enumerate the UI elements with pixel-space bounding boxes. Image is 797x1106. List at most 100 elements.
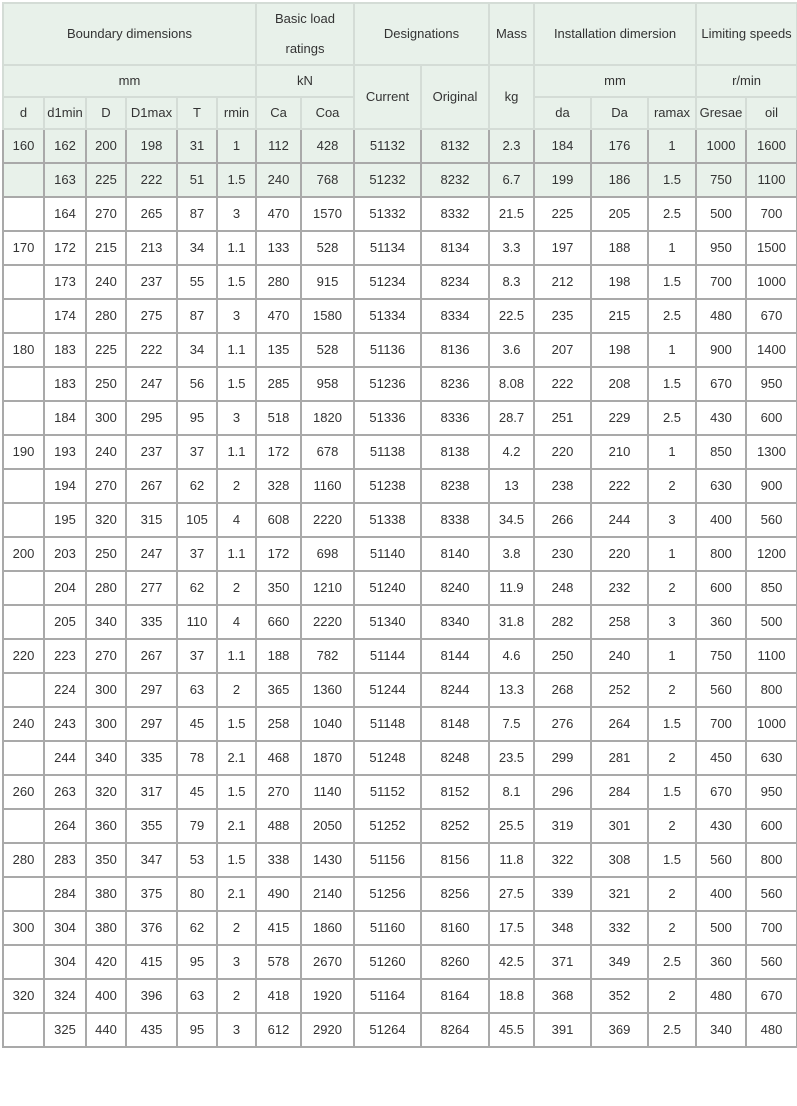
table-cell: 183 [43,366,87,402]
table-cell: 270 [85,468,127,504]
table-cell: 243 [43,706,87,742]
table-cell: 1140 [300,774,355,810]
table-cell: 1.5 [216,706,257,742]
table-cell: 51340 [353,604,422,640]
table-cell: 2 [647,672,697,708]
table-cell: 415 [255,910,302,946]
table-cell: 360 [695,604,747,640]
table-row: 184 300 295 95 3 518 1820 51336 8336 28.7 251 229 2.… [2,400,797,436]
table-cell: 51238 [353,468,422,504]
table-cell: 235 [533,298,592,334]
table-cell: 328 [255,468,302,504]
table-cell: 34 [176,332,218,368]
table-cell: 37 [176,638,218,674]
table-cell: 430 [695,400,747,436]
table-cell: 8248 [420,740,490,776]
table-cell: 13.3 [488,672,535,708]
table-cell: 51244 [353,672,422,708]
table-cell: 2 [647,978,697,1014]
unit-mass: kg [488,64,535,130]
table-cell [2,468,45,504]
table-cell: 3 [216,196,257,232]
table-cell: 194 [43,468,87,504]
table-cell: 300 [85,706,127,742]
table-cell: 51248 [353,740,422,776]
table-cell: 87 [176,196,218,232]
table-cell: 207 [533,332,592,368]
table-cell: 782 [300,638,355,674]
col-da: da [533,96,592,130]
table-cell: 420 [85,944,127,980]
table-cell: 2 [647,570,697,606]
table-cell: 267 [125,638,178,674]
table-cell: 8.08 [488,366,535,402]
table-cell: 7.5 [488,706,535,742]
table-cell: 3.3 [488,230,535,266]
table-cell: 204 [43,570,87,606]
table-cell: 528 [300,230,355,266]
table-cell: 62 [176,910,218,946]
table-cell: 321 [590,876,649,912]
table-cell: 1.1 [216,536,257,572]
table-cell: 212 [533,264,592,300]
table-cell: 800 [695,536,747,572]
table-cell: 51234 [353,264,422,300]
table-cell: 195 [43,502,87,538]
table-cell: 8334 [420,298,490,334]
table-cell: 220 [533,434,592,470]
table-cell: 350 [85,842,127,878]
table-cell: 450 [695,740,747,776]
table-cell: 248 [533,570,592,606]
table-cell: 8232 [420,162,490,198]
table-cell: 304 [43,910,87,946]
table-row: 170 172 215 213 34 1.1 133 528 51134 8134 3.3 197 18… [2,230,797,266]
table-cell: 8244 [420,672,490,708]
table-cell: 232 [590,570,649,606]
table-cell: 339 [533,876,592,912]
table-cell: 51236 [353,366,422,402]
table-cell: 172 [255,434,302,470]
table-cell: 1 [647,536,697,572]
table-cell: 396 [125,978,178,1014]
table-cell: 400 [85,978,127,1014]
table-cell: 164 [43,196,87,232]
table-cell: 1.5 [647,366,697,402]
table-cell: 340 [85,740,127,776]
table-cell: 265 [125,196,178,232]
table-cell: 1 [647,332,697,368]
table-cell: 1.5 [216,162,257,198]
table-cell: 51336 [353,400,422,436]
table-cell: 301 [590,808,649,844]
table-cell: 2 [647,740,697,776]
table-cell: 210 [590,434,649,470]
table-cell: 51144 [353,638,422,674]
table-cell: 2.5 [647,196,697,232]
table-cell: 8152 [420,774,490,810]
table-cell: 670 [695,366,747,402]
table-cell: 560 [695,672,747,708]
table-cell: 700 [744,910,797,946]
table-cell: 34 [176,230,218,266]
col-Da: Da [590,96,649,130]
table-cell: 295 [125,400,178,436]
table-cell: 428 [300,128,355,164]
table-cell [2,162,45,198]
table-cell: 193 [43,434,87,470]
table-cell: 11.9 [488,570,535,606]
table-cell: 2920 [300,1012,355,1048]
table-cell: 360 [85,808,127,844]
table-row: 304 420 415 95 3 578 2670 51260 8260 42.5 371 349 2.… [2,944,797,980]
table-cell: 1820 [300,400,355,436]
table-cell: 240 [2,706,45,742]
table-row: 190 193 240 237 37 1.1 172 678 51138 8138 4.2 220 21… [2,434,797,470]
table-cell: 8144 [420,638,490,674]
table-cell: 198 [590,332,649,368]
table-row: 260 263 320 317 45 1.5 270 1140 51152 8152 8.1 296 2… [2,774,797,810]
table-cell: 2 [216,978,257,1014]
table-cell [2,604,45,640]
table-row: 224 300 297 63 2 365 1360 51244 8244 13.3 268 252 2 5… [2,672,797,708]
table-cell: 1100 [744,162,797,198]
table-cell: 375 [125,876,178,912]
col-ramax: ramax [647,96,697,130]
table-cell: 670 [744,978,797,1014]
